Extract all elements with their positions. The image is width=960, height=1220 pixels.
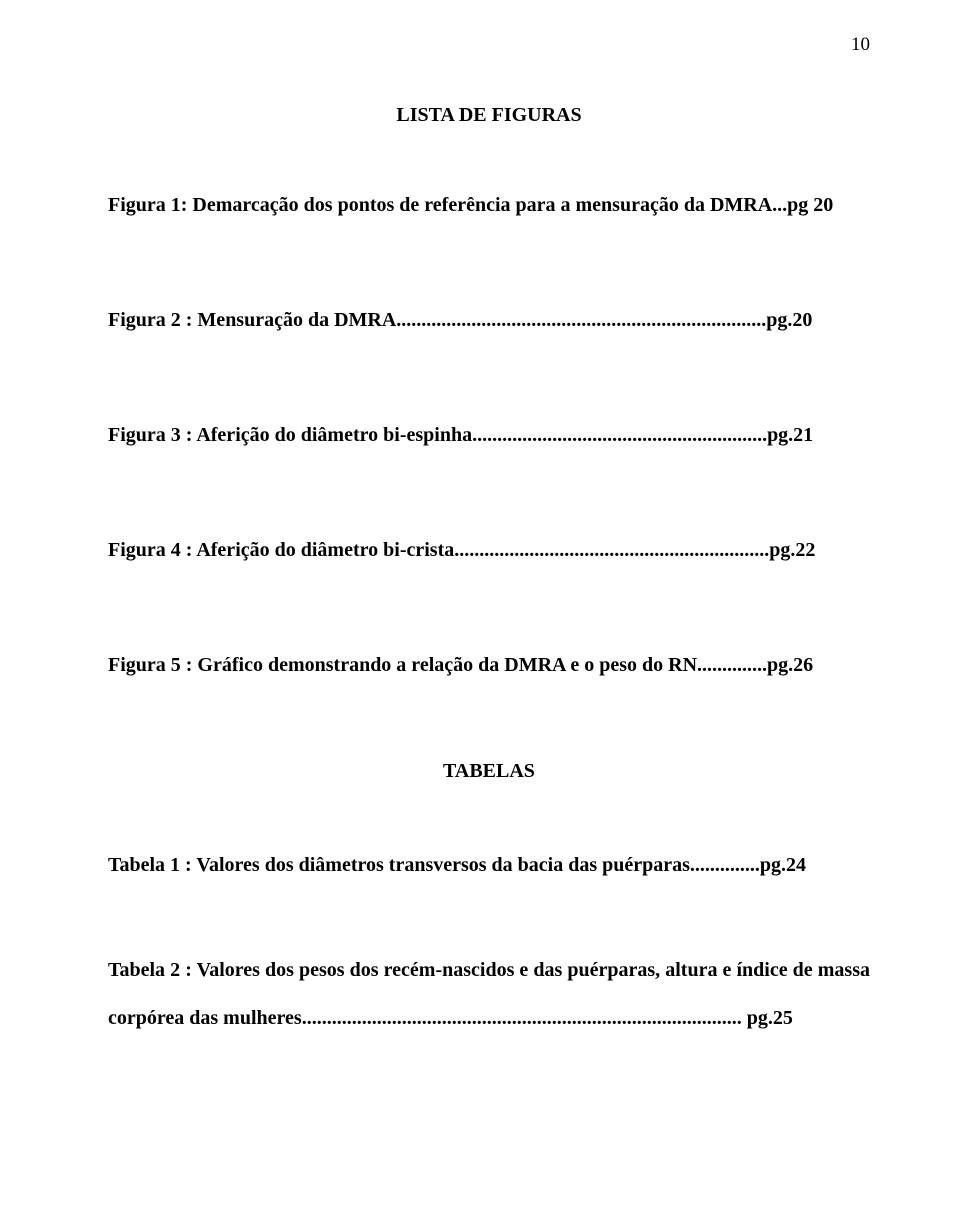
- figure-entry: Figura 1: Demarcação dos pontos de refer…: [108, 191, 870, 220]
- figure-entry: Figura 3 : Aferição do diâmetro bi-espin…: [108, 421, 870, 450]
- table-entry: Tabela 2 : Valores dos pesos dos recém-n…: [108, 946, 870, 1042]
- table-entry: Tabela 1 : Valores dos diâmetros transve…: [108, 851, 870, 880]
- figure-entry: Figura 2 : Mensuração da DMRA...........…: [108, 306, 870, 335]
- page-number: 10: [851, 34, 870, 56]
- list-of-figures-title: LISTA DE FIGURAS: [108, 104, 870, 127]
- document-page: 10 LISTA DE FIGURAS Figura 1: Demarcação…: [0, 0, 960, 1220]
- tables-heading: TABELAS: [108, 760, 870, 783]
- figure-entry: Figura 4 : Aferição do diâmetro bi-crist…: [108, 536, 870, 565]
- figure-entry: Figura 5 : Gráfico demonstrando a relaçã…: [108, 651, 870, 680]
